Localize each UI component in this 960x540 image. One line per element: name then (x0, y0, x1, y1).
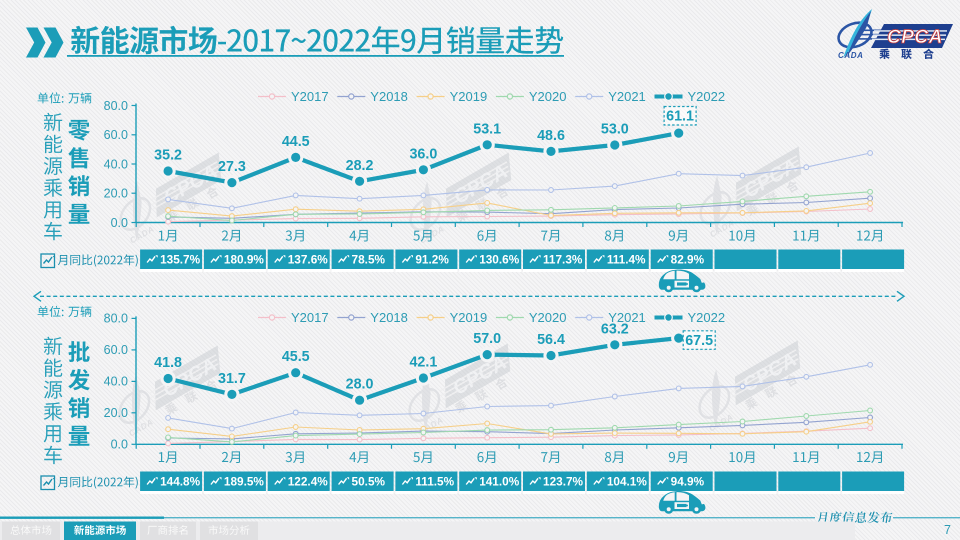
svg-text:104.1%: 104.1% (607, 475, 648, 489)
svg-text:27.3: 27.3 (218, 159, 246, 175)
svg-text:78.5%: 78.5% (352, 253, 386, 267)
svg-text:67.5: 67.5 (685, 333, 713, 349)
svg-text:31.7: 31.7 (218, 371, 246, 387)
svg-text:0.0: 0.0 (111, 216, 128, 230)
svg-text:82.9%: 82.9% (671, 253, 705, 267)
svg-text:7: 7 (944, 523, 951, 537)
svg-text:137.6%: 137.6% (288, 253, 329, 267)
svg-text:53.1: 53.1 (473, 121, 501, 137)
svg-text:56.4: 56.4 (537, 332, 565, 348)
svg-text:CADA: CADA (418, 224, 446, 246)
svg-text:117.3%: 117.3% (543, 253, 583, 267)
svg-text:36.0: 36.0 (409, 146, 437, 162)
svg-text:42.1: 42.1 (409, 355, 437, 371)
svg-text:180.9%: 180.9% (224, 253, 265, 267)
svg-text:20.0: 20.0 (104, 406, 128, 420)
svg-text:Y2021: Y2021 (608, 89, 646, 104)
svg-text:45.5: 45.5 (282, 349, 310, 365)
svg-text:135.7%: 135.7% (160, 253, 201, 267)
svg-text:57.0: 57.0 (473, 331, 501, 347)
svg-text:123.7%: 123.7% (543, 475, 584, 489)
svg-text:111.4%: 111.4% (607, 253, 646, 267)
svg-text:28.2: 28.2 (346, 158, 374, 174)
svg-text:50.5%: 50.5% (352, 475, 386, 489)
svg-text:Y2020: Y2020 (529, 310, 567, 325)
svg-text:CPCA: CPCA (887, 27, 943, 48)
svg-text:144.8%: 144.8% (160, 475, 201, 489)
svg-text:111.5%: 111.5% (415, 475, 454, 489)
svg-text:60.0: 60.0 (104, 343, 128, 357)
svg-text:41.8: 41.8 (154, 355, 182, 371)
svg-text:Y2022: Y2022 (688, 310, 726, 325)
svg-text:Y2020: Y2020 (529, 89, 567, 104)
svg-text:Y2022: Y2022 (688, 89, 726, 104)
svg-text:Y2018: Y2018 (370, 89, 408, 104)
svg-text:Y2021: Y2021 (608, 310, 646, 325)
svg-text:122.4%: 122.4% (288, 475, 329, 489)
svg-text:48.6: 48.6 (537, 128, 565, 144)
svg-text:Y2017: Y2017 (291, 89, 329, 104)
svg-text:53.0: 53.0 (601, 121, 629, 137)
svg-text:80.0: 80.0 (104, 99, 128, 113)
svg-text:40.0: 40.0 (104, 375, 128, 389)
svg-text:CADA: CADA (128, 224, 156, 246)
svg-text:141.0%: 141.0% (479, 475, 520, 489)
svg-text:63.2: 63.2 (601, 321, 629, 337)
svg-text:CADA: CADA (127, 417, 155, 439)
svg-text:94.9%: 94.9% (671, 475, 705, 489)
svg-text:80.0: 80.0 (104, 312, 128, 326)
svg-text:Y2018: Y2018 (370, 310, 408, 325)
svg-text:CADA: CADA (838, 51, 864, 60)
svg-text:28.0: 28.0 (346, 377, 374, 393)
svg-text:Y2019: Y2019 (450, 89, 488, 104)
svg-text:61.1: 61.1 (666, 109, 694, 125)
svg-text:44.5: 44.5 (282, 134, 310, 150)
svg-text:130.6%: 130.6% (479, 253, 520, 267)
svg-text:91.2%: 91.2% (415, 253, 449, 267)
svg-text:35.2: 35.2 (154, 148, 182, 164)
svg-text:0.0: 0.0 (111, 438, 128, 452)
svg-text:189.5%: 189.5% (224, 475, 265, 489)
svg-text:Y2019: Y2019 (450, 310, 488, 325)
svg-text:40.0: 40.0 (104, 157, 128, 171)
svg-text:20.0: 20.0 (104, 187, 128, 201)
svg-text:60.0: 60.0 (104, 128, 128, 142)
svg-text:Y2017: Y2017 (291, 310, 329, 325)
